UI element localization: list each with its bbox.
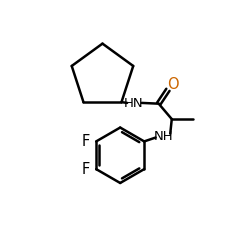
Text: F: F — [81, 162, 89, 177]
Text: O: O — [166, 77, 177, 92]
Text: HN: HN — [124, 97, 143, 110]
Text: NH: NH — [153, 129, 172, 143]
Text: F: F — [81, 134, 89, 149]
